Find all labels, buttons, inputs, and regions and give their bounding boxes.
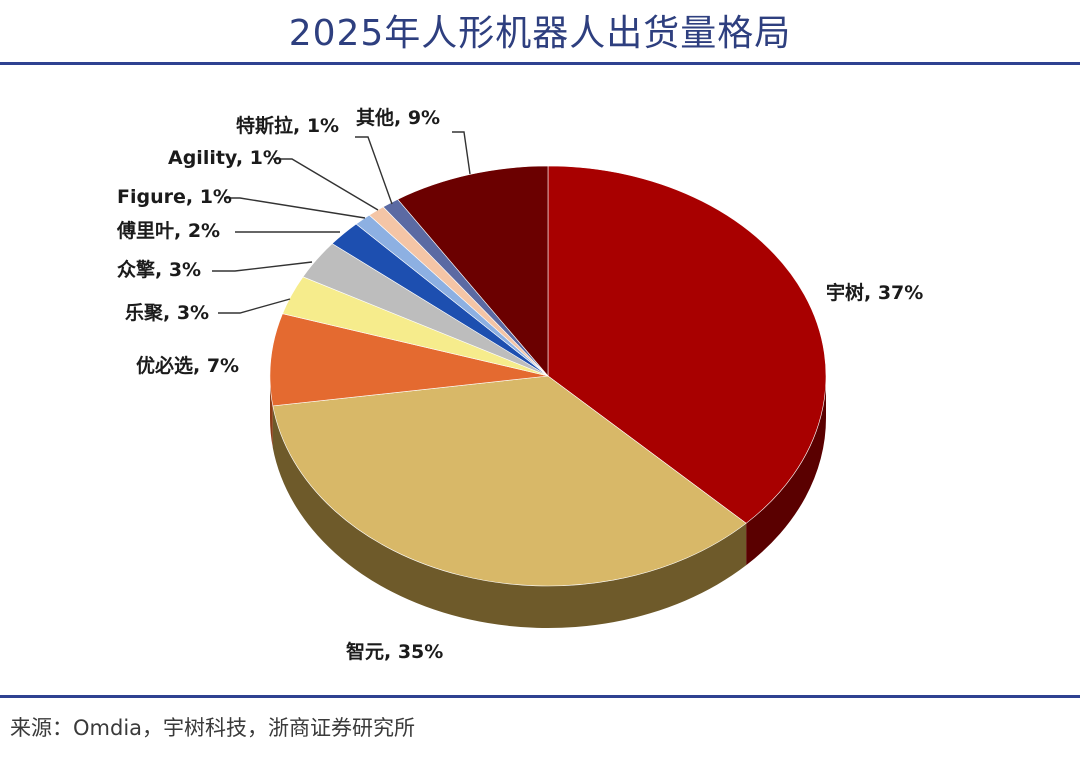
slice-label-7: Agility, 1%: [168, 147, 282, 169]
source-note: 来源：Omdia，宇树科技，浙商证券研究所: [10, 716, 416, 740]
slice-label-8: 特斯拉, 1%: [236, 114, 339, 137]
leader-line-7: [273, 158, 379, 211]
leader-line-9: [452, 131, 471, 175]
title-divider: [0, 62, 1080, 65]
footer-divider: [0, 695, 1080, 698]
pie-slice-9: [397, 165, 549, 377]
slice-labels: 宇树, 37% 智元, 35% 优必选, 7% 乐聚, 3% 众擎, 3% 傅里叶, 2%…: [116, 106, 923, 663]
slice-side---0: [746, 376, 826, 566]
pie-chart: 宇树, 37% 智元, 35% 优必选, 7% 乐聚, 3% 众擎, 3% 傅里叶, 2%…: [116, 106, 923, 663]
leader-line-3: [218, 298, 291, 314]
slice-label-4: 众擎, 3%: [117, 258, 201, 281]
pie-slice-2: [269, 313, 549, 407]
slice-label-2: 优必选, 7%: [136, 354, 239, 377]
slice-label-1: 智元, 35%: [346, 640, 443, 663]
leader-line-6: [224, 197, 366, 219]
slice-label-0: 宇树, 37%: [826, 281, 923, 304]
leader-line-8: [355, 136, 393, 205]
pie-slices: [269, 165, 827, 587]
leader-line-4: [212, 261, 313, 272]
slice-label-3: 乐聚, 3%: [125, 302, 209, 324]
pie-slice-1: [272, 375, 747, 587]
pie-slice-0: [547, 165, 827, 524]
label-leader-lines: [212, 131, 471, 314]
slice-label-5: 傅里叶, 2%: [116, 219, 220, 242]
slice-label-6: Figure, 1%: [117, 186, 232, 208]
slice-label-9: 其他, 9%: [356, 106, 440, 129]
page-title: 2025年人形机器人出货量格局: [288, 13, 792, 54]
slice-side---1: [272, 405, 747, 628]
